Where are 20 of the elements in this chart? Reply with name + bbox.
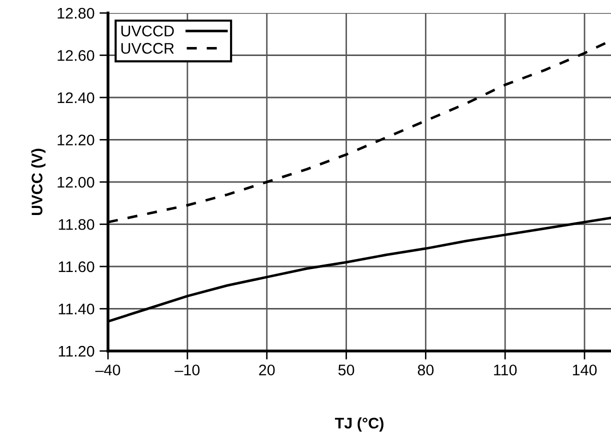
x-tick-label: 140: [572, 364, 597, 376]
x-tick-label: 80: [418, 364, 434, 376]
legend-label: UVCCR: [121, 42, 174, 54]
y-axis-title: UVCC (V): [31, 148, 46, 216]
y-tick-label: 11.40: [58, 304, 94, 314]
y-tick-label: 12.00: [58, 176, 94, 188]
y-tick-label: 12.20: [58, 134, 94, 146]
x-tick-label: –40: [95, 364, 120, 376]
y-tick-label: 11.80: [58, 219, 94, 230]
y-tick-label: 12.40: [58, 92, 94, 104]
y-tick-label: 11.60: [58, 261, 94, 272]
x-tick-label: 20: [259, 364, 275, 376]
y-tick-label: 11.20: [58, 346, 94, 357]
y-tick-label: 12.60: [58, 50, 94, 61]
x-axis-title: TJ (°C): [334, 417, 384, 432]
x-tick-label: 50: [338, 364, 354, 376]
legend-label: UVCCD: [121, 26, 174, 36]
x-tick-label: –10: [174, 364, 200, 376]
x-tick-label: 110: [494, 364, 517, 376]
y-tick-label: 12.80: [58, 8, 94, 19]
